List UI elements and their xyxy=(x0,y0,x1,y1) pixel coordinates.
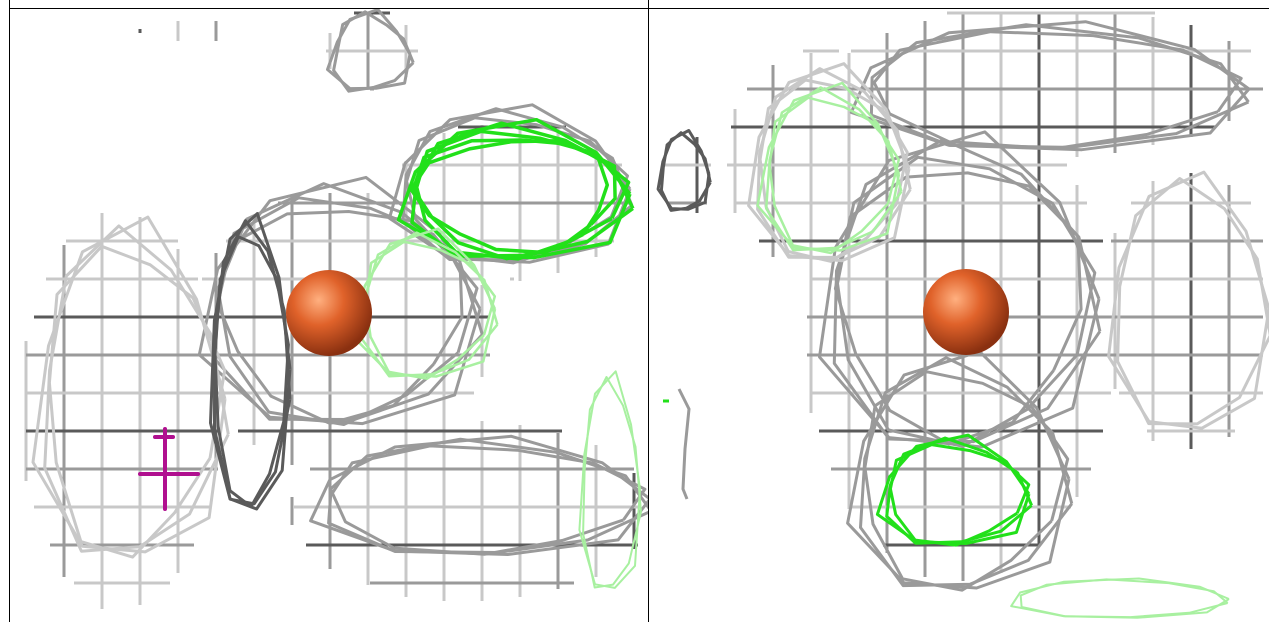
metal-ion-sphere xyxy=(923,269,1009,355)
left-structure-panel xyxy=(10,9,648,622)
left-density-render xyxy=(24,9,648,609)
right-difference-density xyxy=(663,81,1230,619)
metal-ion-sphere xyxy=(286,270,372,356)
top-border xyxy=(10,8,1269,9)
left-difference-density xyxy=(352,117,642,589)
right-density-render xyxy=(656,11,1269,619)
right-structure-panel xyxy=(649,9,1269,622)
panel-divider xyxy=(648,0,649,622)
cross-marker xyxy=(138,427,200,511)
left-border xyxy=(9,0,10,622)
left-mesh-grid xyxy=(24,11,638,609)
